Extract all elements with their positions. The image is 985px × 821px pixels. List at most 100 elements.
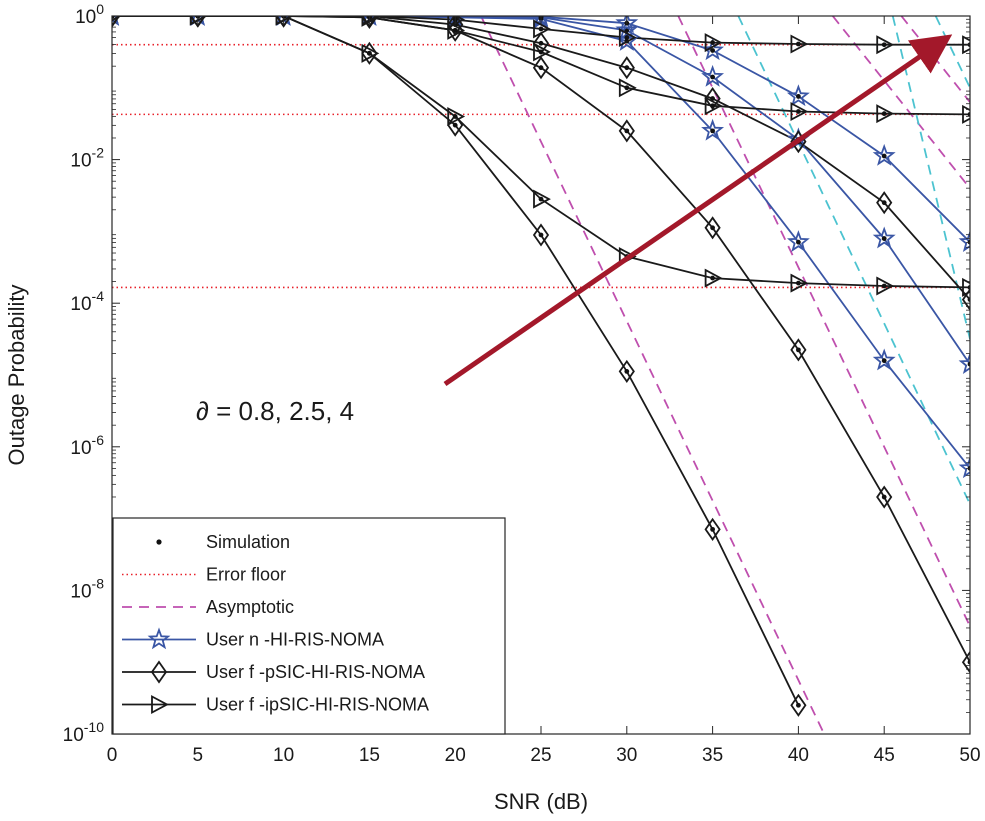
data-marker [790,338,807,362]
data-marker [962,277,970,297]
simulation-dot [624,85,630,91]
simulation-dot [710,275,715,281]
simulation-dot [367,50,372,56]
y-tick-base: 10 [70,294,91,315]
simulation-dot [881,494,887,500]
data-marker [958,352,970,374]
delta-annotation: ∂ = 0.8, 2.5, 4 [196,396,354,426]
simulation-dot [452,114,458,119]
y-tick-exponent: -8 [92,575,105,591]
data-marker [533,42,551,62]
legend-marker [150,660,168,684]
y-tick-exponent: 0 [96,1,104,17]
simulation-dot [881,42,887,48]
legend-label: Simulation [206,532,290,552]
data-marker [532,56,550,80]
y-tick-exponent: -4 [92,288,105,304]
y-tick-label: 10-10 [63,719,105,746]
simulation-dot [881,283,887,289]
simulation-dot [796,280,801,286]
data-marker [361,43,380,63]
simulation-dot [538,65,544,71]
simulation-dot [710,96,715,101]
legend-label: Asymptotic [206,597,294,617]
delta-symbol: ∂ [196,396,209,426]
data-marker [961,288,970,312]
simulation-dot [796,109,801,114]
x-tick-label: 50 [959,745,980,766]
data-marker [876,191,893,215]
data-marker [786,230,810,252]
legend-label: Error floor [206,565,286,585]
simulation-dot [710,48,715,53]
simulation-dot [452,122,458,128]
legend-sample [156,539,162,545]
simulation-dot [710,74,715,80]
simulation-dot [624,35,630,40]
data-marker [961,650,970,674]
trend-arrow [443,34,953,387]
x-tick-label: 40 [788,745,809,766]
legend: Simulation Error floor Asymptotic User n -H… [112,517,506,735]
data-marker [704,268,723,288]
x-tick-label: 0 [107,745,118,766]
legend-box [112,517,506,735]
asymptotic-line [480,16,825,734]
asymptotic-line [934,16,970,89]
simulation-dot [881,111,887,117]
legend-marker [147,627,171,650]
data-marker [876,104,895,124]
x-tick-label: 15 [359,745,380,766]
asymptotic-line [737,16,970,505]
simulation-dot [796,94,801,99]
legend-marker [151,695,169,714]
x-tick-label: 25 [530,745,551,766]
simulation-dot [624,369,630,374]
simulation-dot [624,65,630,71]
simulation-dot [624,27,630,33]
data-marker [618,119,635,143]
y-tick-base: 10 [70,581,91,602]
data-marker [962,35,970,55]
simulation-dot [796,41,801,47]
legend-label: User f -pSIC-HI-RIS-NOMA [206,662,425,682]
data-marker [618,28,637,48]
simulation-dot [881,358,887,364]
simulation-dot [796,702,801,708]
y-tick-exponent: -6 [92,432,105,448]
data-marker [533,19,551,39]
simulation-dot [796,347,801,353]
x-tick-label: 30 [616,745,637,766]
simulation-dot [710,128,715,134]
data-marker [872,226,896,249]
data-marker [704,216,721,240]
simulation-dot [881,153,887,159]
data-marker [447,107,466,127]
simulation-dot [538,232,544,238]
y-tick-label: 10-6 [70,432,104,459]
y-tick-exponent: -2 [92,145,105,161]
data-marker [189,16,206,28]
simulation-dot [796,239,801,245]
simulation-dot [710,40,715,45]
data-marker [618,359,635,383]
x-tick-label: 20 [445,745,466,766]
data-marker [962,104,970,124]
y-axis-title: Outage Probability [4,285,29,466]
simulation-dot [538,26,544,32]
data-marker [876,35,895,55]
data-marker [618,78,637,98]
simulation-dot [710,225,715,231]
data-marker [786,84,810,107]
y-tick-base: 10 [70,438,91,459]
y-tick-label: 10-4 [70,288,104,315]
data-marker [958,456,970,479]
delta-values: = 0.8, 2.5, 4 [209,396,354,426]
legend-label: User f -ipSIC-HI-RIS-NOMA [206,695,429,715]
simulation-dot [710,103,715,109]
data-marker [701,64,725,87]
simulation-dot [538,49,544,55]
data-marker [615,18,639,41]
data-marker [447,113,464,137]
